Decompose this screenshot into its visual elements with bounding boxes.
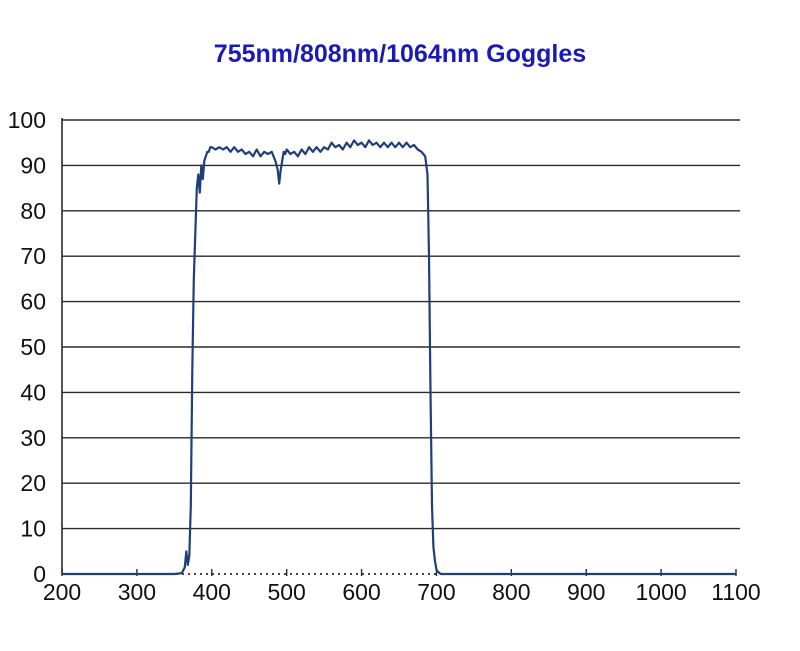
x-tick-label: 700 (417, 579, 455, 605)
y-tick-label: 30 (20, 425, 46, 451)
x-tick-label: 1100 (711, 579, 760, 605)
y-tick-labels: 0 10 20 30 40 50 60 70 80 90 100 (8, 107, 46, 587)
chart-title: 755nm/808nm/1064nm Goggles (213, 40, 587, 68)
series-line-0 (62, 139, 736, 576)
x-tick-label: 800 (492, 579, 530, 605)
x-tick-labels: 200 300 400 500 600 700 800 900 1000 1100 (43, 579, 761, 605)
y-tick-label: 90 (20, 152, 46, 178)
x-tick-label: 200 (43, 579, 81, 605)
x-tick-label: 400 (193, 579, 231, 605)
y-tick-label: 0 (33, 561, 46, 587)
x-tick-label: 500 (267, 579, 305, 605)
y-tick-label: 50 (20, 334, 46, 360)
x-tick-label: 900 (567, 579, 605, 605)
x-tick-label: 1000 (636, 579, 687, 605)
y-tick-label: 40 (20, 379, 46, 405)
y-tick-label: 100 (8, 107, 46, 133)
y-tick-label: 70 (20, 243, 46, 269)
axes (61, 118, 737, 576)
y-tick-label: 60 (20, 289, 46, 315)
grid-lines (62, 119, 740, 530)
x-tick-label: 600 (342, 579, 380, 605)
plot-area (62, 139, 736, 576)
y-tick-label: 10 (20, 516, 46, 542)
x-tick-label: 300 (118, 579, 156, 605)
y-tick-label: 80 (20, 198, 46, 224)
y-tick-label: 20 (20, 470, 46, 496)
